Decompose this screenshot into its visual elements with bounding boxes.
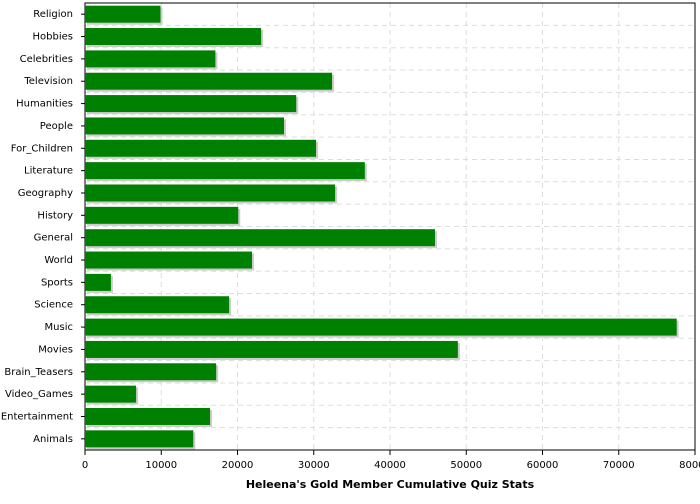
bar <box>85 251 252 269</box>
y-tick-label: Religion <box>33 9 73 20</box>
x-tick-label: 10000 <box>145 460 177 471</box>
y-tick-label: Celebrities <box>20 54 73 65</box>
bar <box>85 5 161 23</box>
bar <box>85 50 216 68</box>
bar <box>85 95 297 113</box>
y-tick-label: Literature <box>24 166 73 177</box>
x-tick-label: 0 <box>82 460 88 471</box>
bar <box>85 430 194 448</box>
x-tick-label: 70000 <box>603 460 635 471</box>
y-tick-label: Entertainment <box>1 411 73 422</box>
x-tick-label: 80000 <box>679 460 700 471</box>
bar <box>85 117 285 135</box>
bar <box>85 229 435 247</box>
x-tick-label: 50000 <box>450 460 482 471</box>
y-tick-label: Sports <box>41 277 73 288</box>
y-tick-label: Video_Games <box>5 389 73 400</box>
y-tick-label: Science <box>34 300 73 311</box>
bar <box>85 162 365 180</box>
y-tick-label: Humanities <box>16 99 73 110</box>
y-tick-label: World <box>44 255 73 266</box>
x-tick-label: 40000 <box>374 460 406 471</box>
y-tick-label: History <box>37 210 73 221</box>
y-tick-label: Animals <box>33 434 73 445</box>
y-tick-label: People <box>40 121 73 132</box>
x-tick-label: 30000 <box>298 460 330 471</box>
bar <box>85 296 230 314</box>
bar <box>85 340 458 358</box>
x-tick-label: 20000 <box>222 460 254 471</box>
y-tick-label: Television <box>23 76 73 87</box>
bar <box>85 184 336 202</box>
y-tick-label: Music <box>45 322 73 333</box>
y-tick-label: Brain_Teasers <box>4 367 73 378</box>
plot-frame <box>84 2 696 451</box>
x-tick-label: 60000 <box>527 460 559 471</box>
bar <box>85 273 111 291</box>
y-tick-label: For_Children <box>11 143 73 154</box>
y-tick-label: Geography <box>18 188 73 199</box>
bar <box>85 206 239 224</box>
bar <box>85 385 137 403</box>
bar <box>85 407 211 425</box>
bar <box>85 72 333 90</box>
y-tick-label: Hobbies <box>33 32 73 43</box>
bar <box>85 318 677 336</box>
chart-title: Heleena's Gold Member Cumulative Quiz St… <box>246 478 535 491</box>
bar <box>85 363 217 381</box>
bar <box>85 28 262 46</box>
y-tick-label: Movies <box>38 344 73 355</box>
bar <box>85 139 317 157</box>
y-tick-label: General <box>34 233 73 244</box>
